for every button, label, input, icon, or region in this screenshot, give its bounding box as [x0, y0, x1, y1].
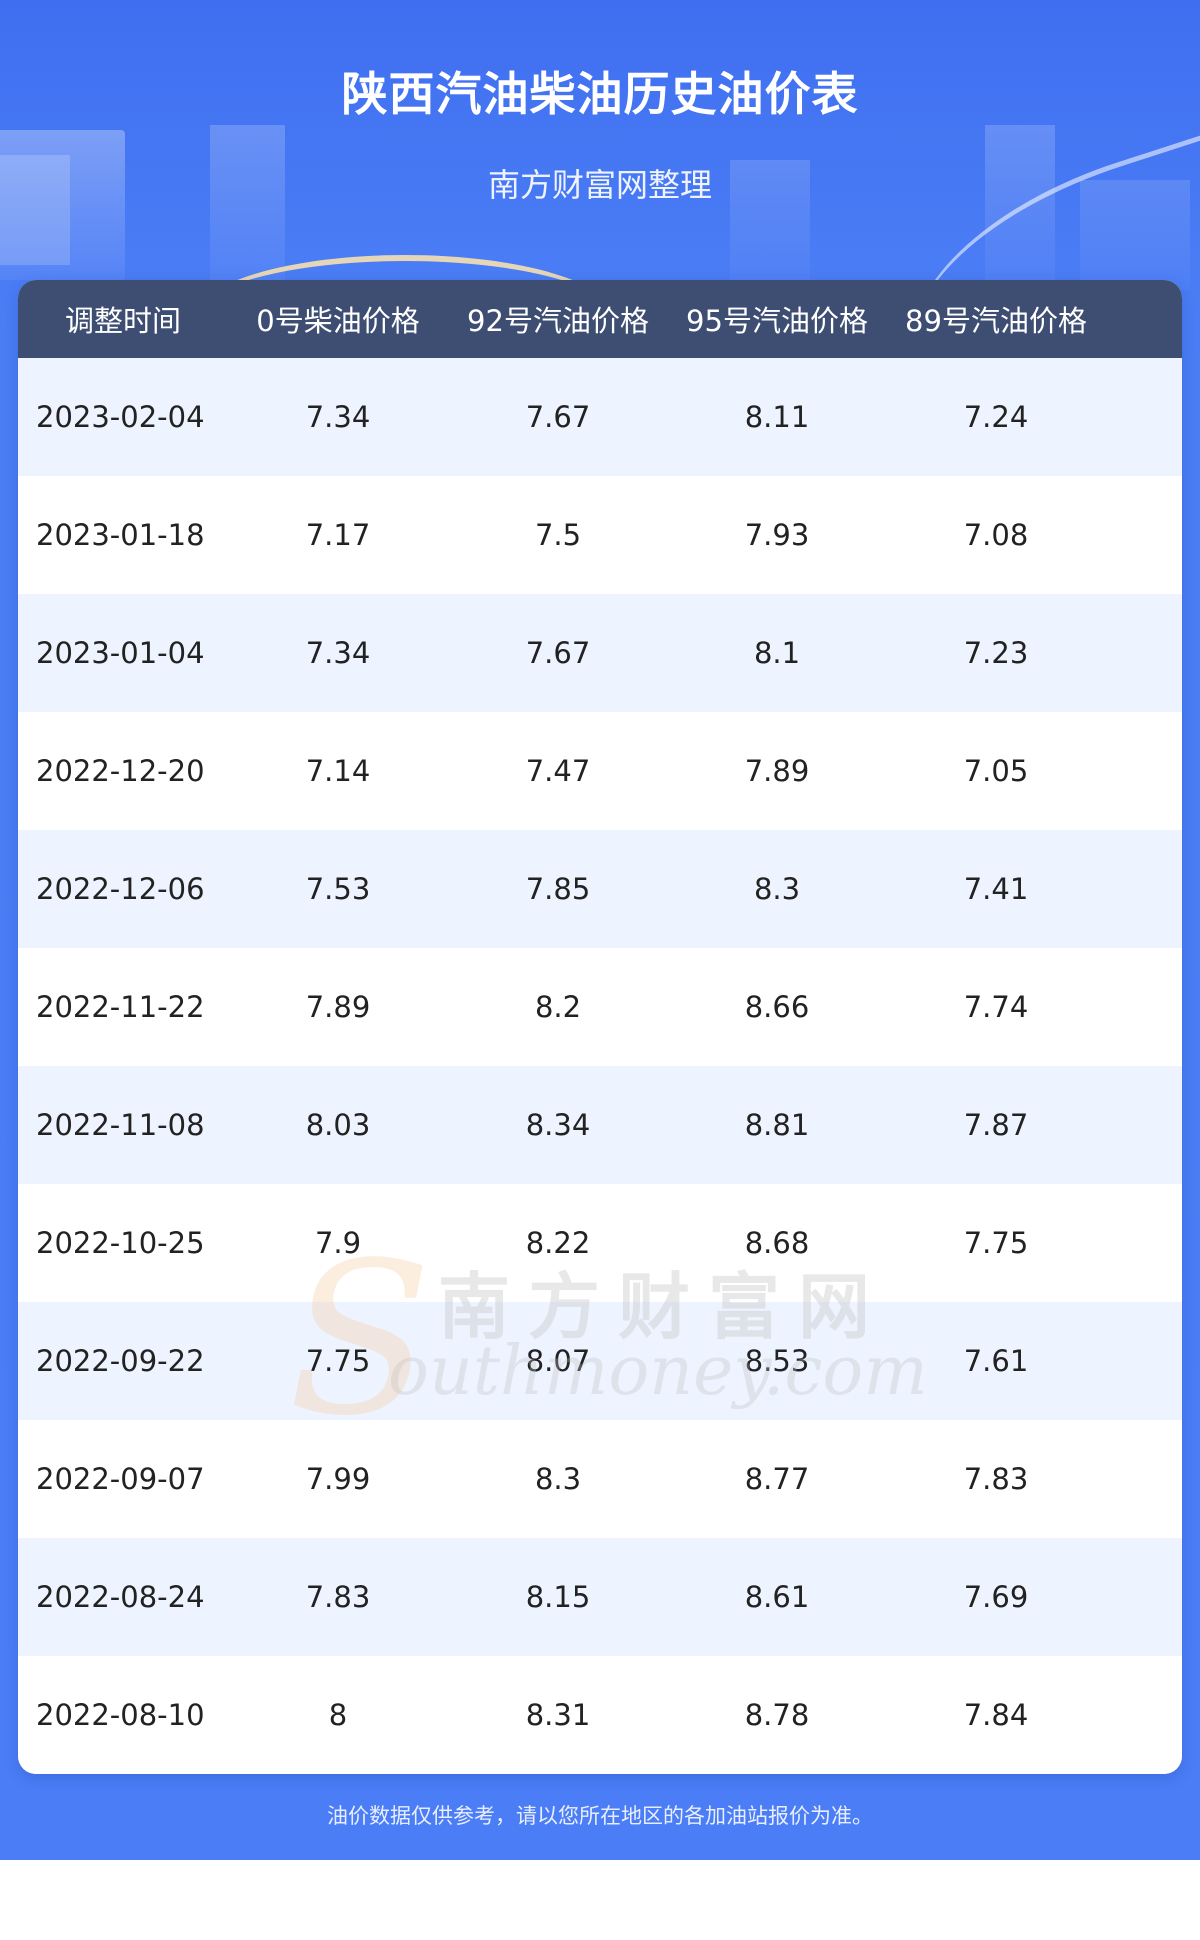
- building-decoration: [210, 125, 285, 285]
- column-header: 调整时间: [64, 304, 181, 338]
- price-cell: 7.67: [525, 636, 591, 670]
- price-cell: 7.85: [525, 872, 591, 906]
- price-cell: 8.78: [744, 1698, 810, 1732]
- price-cell: 7.75: [305, 1344, 371, 1378]
- price-cell: 8.2: [534, 990, 582, 1024]
- table-body: 2023-02-04 7.34 7.67 8.11 7.24 2023-01-18 7.17…: [18, 358, 1182, 1774]
- table-row: 2022-08-10 8 8.31 8.78 7.84: [18, 1656, 1182, 1774]
- price-cell: 8.3: [753, 872, 801, 906]
- table-row: 2023-01-18 7.17 7.5 7.93 7.08: [18, 476, 1182, 594]
- price-cell: 7.23: [963, 636, 1029, 670]
- date-cell: 2022-08-24: [36, 1580, 205, 1614]
- building-decoration: [730, 160, 810, 280]
- date-cell: 2023-01-04: [36, 636, 205, 670]
- price-cell: 8.61: [744, 1580, 810, 1614]
- price-cell: 8.81: [744, 1108, 810, 1142]
- price-cell: 7.67: [525, 400, 591, 434]
- date-cell: 2023-01-18: [36, 518, 205, 552]
- price-cell: 7.34: [305, 636, 371, 670]
- price-cell: 7.93: [744, 518, 810, 552]
- price-cell: 8.31: [525, 1698, 591, 1732]
- price-cell: 7.87: [963, 1108, 1029, 1142]
- price-cell: 7.74: [963, 990, 1029, 1024]
- price-cell: 7.75: [963, 1226, 1029, 1260]
- table-row: 2022-12-20 7.14 7.47 7.89 7.05: [18, 712, 1182, 830]
- price-cell: 8.15: [525, 1580, 591, 1614]
- column-header: 89号汽油价格: [905, 304, 1087, 338]
- table-row: 2022-11-08 8.03 8.34 8.81 7.87: [18, 1066, 1182, 1184]
- page-title: 陕西汽油柴油历史油价表: [341, 67, 859, 121]
- price-cell: 7.99: [305, 1462, 371, 1496]
- table-row: 2022-09-07 7.99 8.3 8.77 7.83: [18, 1420, 1182, 1538]
- price-cell: 7.14: [305, 754, 371, 788]
- price-cell: 7.83: [305, 1580, 371, 1614]
- building-decoration: [1080, 180, 1190, 290]
- price-cell: 7.89: [305, 990, 371, 1024]
- price-cell: 7.83: [963, 1462, 1029, 1496]
- price-cell: 7.53: [305, 872, 371, 906]
- price-cell: 8.1: [753, 636, 801, 670]
- table-row: 2023-02-04 7.34 7.67 8.11 7.24: [18, 358, 1182, 476]
- price-cell: 8.68: [744, 1226, 810, 1260]
- price-cell: 8.53: [744, 1344, 810, 1378]
- price-cell: 8.03: [305, 1108, 371, 1142]
- price-cell: 8.34: [525, 1108, 591, 1142]
- price-cell: 8.3: [534, 1462, 582, 1496]
- price-cell: 7.41: [963, 872, 1029, 906]
- building-decoration: [0, 130, 125, 280]
- price-cell: 7.69: [963, 1580, 1029, 1614]
- price-cell: 7.24: [963, 400, 1029, 434]
- table-row: 2022-09-22 7.75 8.07 8.53 7.61: [18, 1302, 1182, 1420]
- date-cell: 2022-12-06: [36, 872, 205, 906]
- date-cell: 2023-02-04: [36, 400, 205, 434]
- price-cell: 7.5: [534, 518, 582, 552]
- price-cell: 7.9: [314, 1226, 362, 1260]
- date-cell: 2022-10-25: [36, 1226, 205, 1260]
- price-cell: 8.66: [744, 990, 810, 1024]
- price-cell: 7.89: [744, 754, 810, 788]
- price-cell: 7.84: [963, 1698, 1029, 1732]
- footer-disclaimer: 油价数据仅供参考，请以您所在地区的各加油站报价为准。: [327, 1804, 873, 1828]
- price-cell: 8: [328, 1698, 348, 1732]
- price-cell: 8.07: [525, 1344, 591, 1378]
- date-cell: 2022-09-22: [36, 1344, 205, 1378]
- table-row: 2022-12-06 7.53 7.85 8.3 7.41: [18, 830, 1182, 948]
- price-cell: 7.34: [305, 400, 371, 434]
- date-cell: 2022-09-07: [36, 1462, 205, 1496]
- date-cell: 2022-11-08: [36, 1108, 205, 1142]
- price-cell: 7.05: [963, 754, 1029, 788]
- date-cell: 2022-08-10: [36, 1698, 205, 1732]
- arc-decoration: [195, 255, 615, 381]
- building-decoration: [985, 125, 1055, 285]
- price-cell: 8.11: [744, 400, 810, 434]
- column-header: 0号柴油价格: [256, 304, 420, 338]
- table-row: 2022-10-25 7.9 8.22 8.68 7.75: [18, 1184, 1182, 1302]
- column-header: 92号汽油价格: [467, 304, 649, 338]
- table-row: 2022-11-22 7.89 8.2 8.66 7.74: [18, 948, 1182, 1066]
- date-cell: 2022-11-22: [36, 990, 205, 1024]
- table-row: 2023-01-04 7.34 7.67 8.1 7.23: [18, 594, 1182, 712]
- price-cell: 7.61: [963, 1344, 1029, 1378]
- price-table-card: 调整时间 0号柴油价格 92号汽油价格 95号汽油价格 89号汽油价格 2023-02-…: [18, 280, 1182, 1774]
- price-cell: 7.08: [963, 518, 1029, 552]
- price-cell: 8.22: [525, 1226, 591, 1260]
- table-header-row: 调整时间 0号柴油价格 92号汽油价格 95号汽油价格 89号汽油价格: [18, 280, 1182, 358]
- table-row: 2022-08-24 7.83 8.15 8.61 7.69: [18, 1538, 1182, 1656]
- date-cell: 2022-12-20: [36, 754, 205, 788]
- poster-background: 陕西汽油柴油历史油价表 南方财富网整理 调整时间 0号柴油价格 92号汽油价格 95号…: [0, 0, 1200, 1860]
- price-cell: 8.77: [744, 1462, 810, 1496]
- building-decoration: [0, 155, 70, 265]
- price-cell: 7.47: [525, 754, 591, 788]
- price-cell: 7.17: [305, 518, 371, 552]
- page-subtitle: 南方财富网整理: [487, 166, 712, 204]
- column-header: 95号汽油价格: [686, 304, 868, 338]
